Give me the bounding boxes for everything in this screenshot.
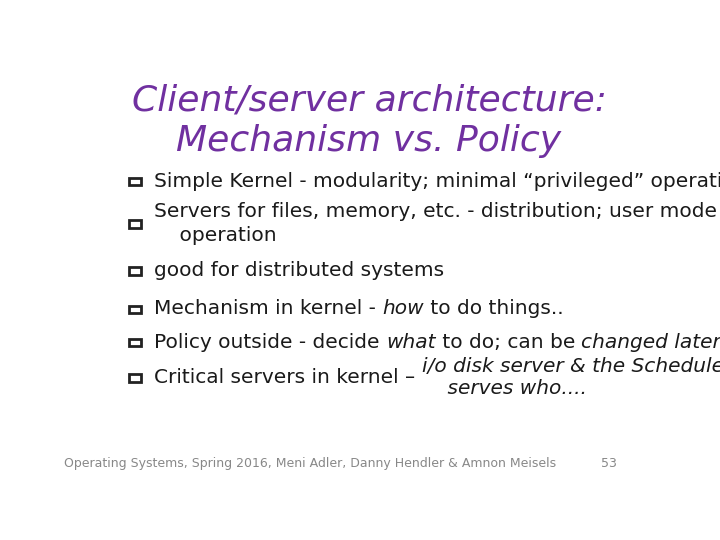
Bar (129, 267, 141, 275)
Bar (129, 374, 141, 382)
Text: Critical servers in kernel –: Critical servers in kernel – (154, 368, 422, 387)
Bar (129, 306, 141, 313)
Text: 53: 53 (601, 457, 617, 470)
Bar (129, 220, 141, 228)
Text: Simple Kernel - modularity; minimal “privileged” operation: Simple Kernel - modularity; minimal “pri… (154, 172, 720, 191)
Text: how: how (382, 299, 424, 319)
Text: i/o disk server & the Scheduler – who
    serves who....: i/o disk server & the Scheduler – who se… (422, 357, 720, 398)
Text: what: what (386, 333, 436, 352)
Text: changed later..: changed later.. (581, 333, 720, 352)
Text: Mechanism in kernel -: Mechanism in kernel - (154, 299, 382, 319)
Text: Policy outside - decide: Policy outside - decide (154, 333, 386, 352)
Bar (129, 178, 141, 185)
Text: Servers for files, memory, etc. - distribution; user mode
    operation: Servers for files, memory, etc. - distri… (154, 202, 717, 245)
Text: to do; can be: to do; can be (436, 333, 581, 352)
Text: Client/server architecture:
Mechanism vs. Policy: Client/server architecture: Mechanism vs… (132, 84, 606, 158)
Text: Operating Systems, Spring 2016, Meni Adler, Danny Hendler & Amnon Meisels: Operating Systems, Spring 2016, Meni Adl… (64, 457, 557, 470)
Bar (129, 339, 141, 346)
Text: to do things..: to do things.. (424, 299, 564, 319)
Text: good for distributed systems: good for distributed systems (154, 261, 444, 280)
